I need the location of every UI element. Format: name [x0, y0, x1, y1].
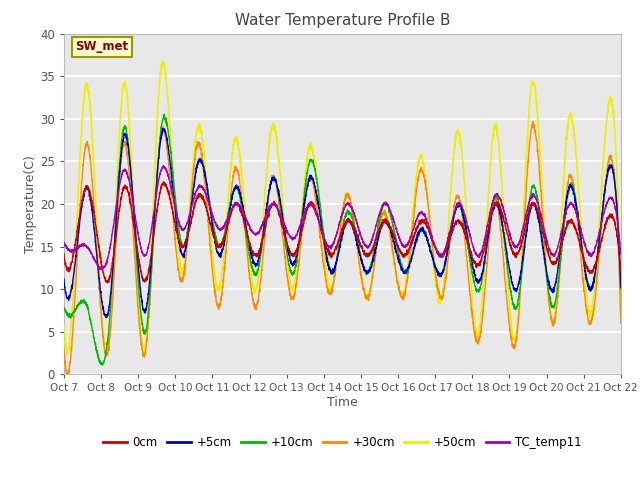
Y-axis label: Temperature(C): Temperature(C)	[24, 155, 37, 253]
Text: SW_met: SW_met	[75, 40, 128, 53]
Title: Water Temperature Profile B: Water Temperature Profile B	[235, 13, 450, 28]
Legend: 0cm, +5cm, +10cm, +30cm, +50cm, TC_temp11: 0cm, +5cm, +10cm, +30cm, +50cm, TC_temp1…	[98, 432, 587, 454]
X-axis label: Time: Time	[327, 396, 358, 409]
